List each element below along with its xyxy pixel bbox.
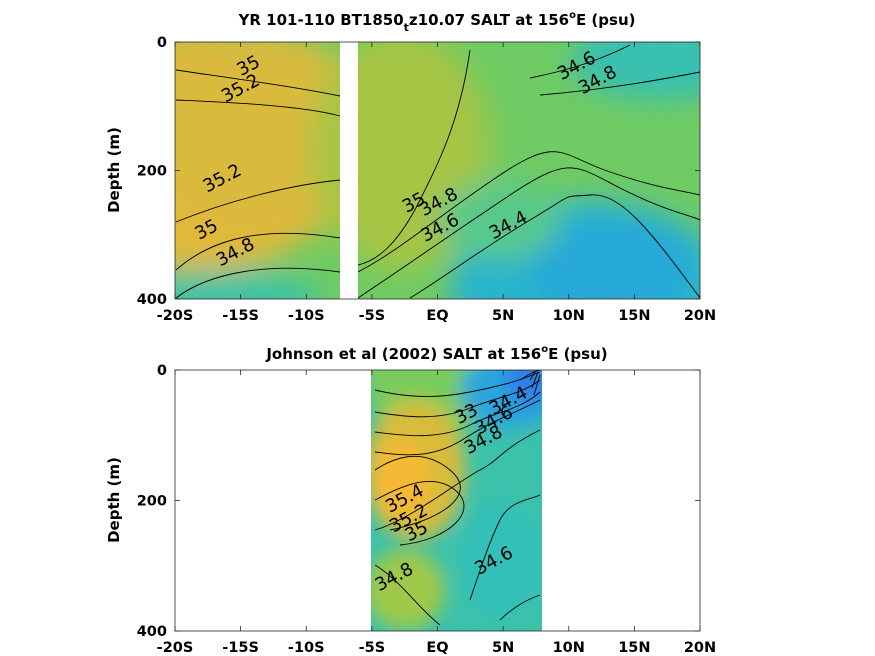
top-x-tick-label: -15S	[222, 308, 259, 324]
bottom-x-tick-label: 5N	[492, 640, 514, 656]
top-x-tick-label: 5N	[492, 308, 514, 324]
top-x-tick-label: 20N	[684, 308, 716, 324]
bottom-y-tick-label: 400	[137, 624, 167, 640]
top-title: YR 101-110 BT1850tz10.07 SALT at 156oE (…	[238, 10, 636, 34]
bottom-x-tick-label: 10N	[553, 640, 585, 656]
top-y-tick-label: 0	[157, 35, 167, 51]
top-x-ticks: -20S -15S -10S -5S EQ 5N 10N 15N 20N	[157, 42, 716, 324]
bottom-x-tick-label: EQ	[426, 640, 448, 656]
bottom-title: Johnson et al (2002) SALT at 156oE (psu)	[265, 344, 607, 363]
top-salinity-field	[175, 42, 700, 299]
bottom-panel: Johnson et al (2002) SALT at 156oE (psu)	[105, 344, 716, 656]
top-x-tick-label: 15N	[618, 308, 650, 324]
top-x-tick-label: EQ	[426, 308, 448, 324]
bottom-x-tick-label: 15N	[618, 640, 650, 656]
bottom-x-ticks: -20S -15S -10S -5S EQ 5N 10N 15N 20N	[157, 370, 716, 656]
top-x-tick-label: -5S	[359, 308, 386, 324]
top-missing-data-strip	[340, 42, 358, 299]
top-y-tick-label: 200	[137, 164, 167, 180]
bottom-y-tick-label: 200	[137, 494, 167, 510]
bottom-x-tick-label: -10S	[288, 640, 325, 656]
bottom-x-tick-label: -15S	[222, 640, 259, 656]
bottom-salinity-field	[371, 370, 542, 631]
bottom-y-ticks: 0 200 400	[137, 363, 700, 640]
top-y-tick-label: 400	[137, 292, 167, 308]
top-y-ticks: 0 200 400	[137, 35, 700, 308]
top-x-tick-label: -10S	[288, 308, 325, 324]
bottom-x-tick-label: -20S	[157, 640, 194, 656]
bottom-x-tick-label: 20N	[684, 640, 716, 656]
top-x-tick-label: 10N	[553, 308, 585, 324]
top-panel: YR 101-110 BT1850tz10.07 SALT at 156oE (…	[105, 10, 716, 324]
bottom-y-axis-label: Depth (m)	[105, 457, 123, 543]
bottom-y-tick-label: 0	[157, 363, 167, 379]
top-y-axis-label: Depth (m)	[105, 127, 123, 213]
top-x-tick-label: -20S	[157, 308, 194, 324]
bottom-x-tick-label: -5S	[359, 640, 386, 656]
